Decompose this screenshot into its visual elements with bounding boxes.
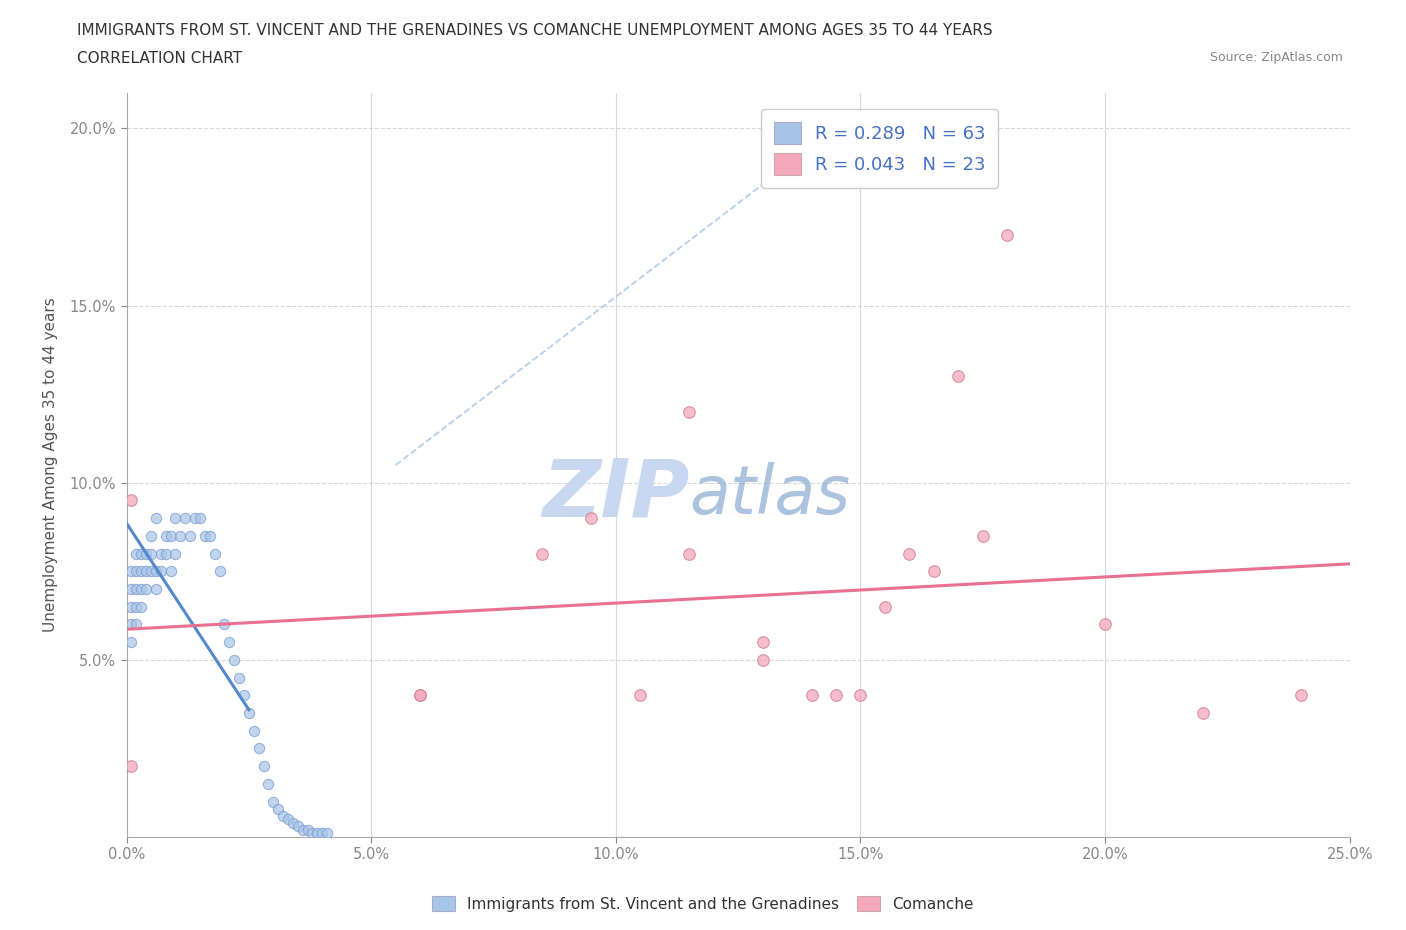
Point — [678, 405, 700, 419]
Point — [139, 564, 162, 578]
Point — [129, 564, 152, 578]
Point — [301, 826, 323, 841]
Point — [129, 581, 152, 596]
Point — [242, 724, 264, 738]
Point — [751, 634, 773, 649]
Point — [169, 528, 191, 543]
Text: ZIP: ZIP — [541, 456, 689, 534]
Point — [1289, 688, 1312, 703]
Point — [145, 581, 167, 596]
Point — [409, 688, 432, 703]
Point — [281, 816, 304, 830]
Point — [531, 546, 554, 561]
Point — [751, 653, 773, 668]
Point — [135, 581, 157, 596]
Point — [159, 564, 181, 578]
Point — [252, 759, 274, 774]
Point — [297, 822, 319, 837]
Point — [972, 528, 994, 543]
Point — [125, 564, 148, 578]
Point — [678, 546, 700, 561]
Point — [849, 688, 872, 703]
Point — [948, 369, 970, 384]
Point — [188, 511, 211, 525]
Point — [149, 564, 172, 578]
Point — [581, 511, 603, 525]
Text: IMMIGRANTS FROM ST. VINCENT AND THE GRENADINES VS COMANCHE UNEMPLOYMENT AMONG AG: IMMIGRANTS FROM ST. VINCENT AND THE GREN… — [77, 23, 993, 38]
Point — [287, 819, 309, 834]
Text: atlas: atlas — [689, 462, 851, 527]
Point — [628, 688, 651, 703]
Point — [179, 528, 201, 543]
Point — [228, 671, 250, 685]
Point — [267, 802, 290, 817]
Point — [194, 528, 217, 543]
Point — [1192, 706, 1215, 721]
Point — [214, 617, 236, 631]
Point — [307, 826, 329, 841]
Point — [120, 493, 142, 508]
Y-axis label: Unemployment Among Ages 35 to 44 years: Unemployment Among Ages 35 to 44 years — [44, 298, 59, 632]
Point — [409, 688, 432, 703]
Point — [271, 808, 294, 823]
Point — [129, 599, 152, 614]
Point — [149, 546, 172, 561]
Point — [208, 564, 231, 578]
Point — [825, 688, 848, 703]
Point — [120, 617, 142, 631]
Point — [120, 581, 142, 596]
Point — [120, 759, 142, 774]
Point — [174, 511, 197, 525]
Point — [184, 511, 207, 525]
Point — [898, 546, 921, 561]
Point — [120, 634, 142, 649]
Point — [155, 546, 177, 561]
Point — [198, 528, 221, 543]
Point — [125, 617, 148, 631]
Point — [135, 564, 157, 578]
Point — [165, 546, 187, 561]
Point — [155, 528, 177, 543]
Point — [218, 634, 240, 649]
Point — [125, 546, 148, 561]
Point — [311, 826, 333, 841]
Point — [129, 546, 152, 561]
Point — [257, 777, 280, 791]
Point — [135, 546, 157, 561]
Point — [922, 564, 945, 578]
Point — [204, 546, 226, 561]
Point — [224, 653, 246, 668]
Point — [873, 599, 896, 614]
Point — [247, 741, 270, 756]
Point — [125, 581, 148, 596]
Legend: R = 0.289   N = 63, R = 0.043   N = 23: R = 0.289 N = 63, R = 0.043 N = 23 — [761, 110, 998, 188]
Point — [145, 564, 167, 578]
Point — [120, 564, 142, 578]
Point — [233, 688, 256, 703]
Point — [316, 826, 339, 841]
Point — [277, 812, 299, 827]
Point — [238, 706, 260, 721]
Point — [159, 528, 181, 543]
Point — [1094, 617, 1116, 631]
Legend: Immigrants from St. Vincent and the Grenadines, Comanche: Immigrants from St. Vincent and the Gren… — [426, 889, 980, 918]
Point — [139, 546, 162, 561]
Point — [262, 794, 284, 809]
Point — [145, 511, 167, 525]
Text: CORRELATION CHART: CORRELATION CHART — [77, 51, 242, 66]
Point — [125, 599, 148, 614]
Point — [291, 822, 314, 837]
Point — [165, 511, 187, 525]
Point — [800, 688, 823, 703]
Text: Source: ZipAtlas.com: Source: ZipAtlas.com — [1209, 51, 1343, 64]
Point — [995, 227, 1018, 242]
Point — [120, 599, 142, 614]
Point — [139, 528, 162, 543]
